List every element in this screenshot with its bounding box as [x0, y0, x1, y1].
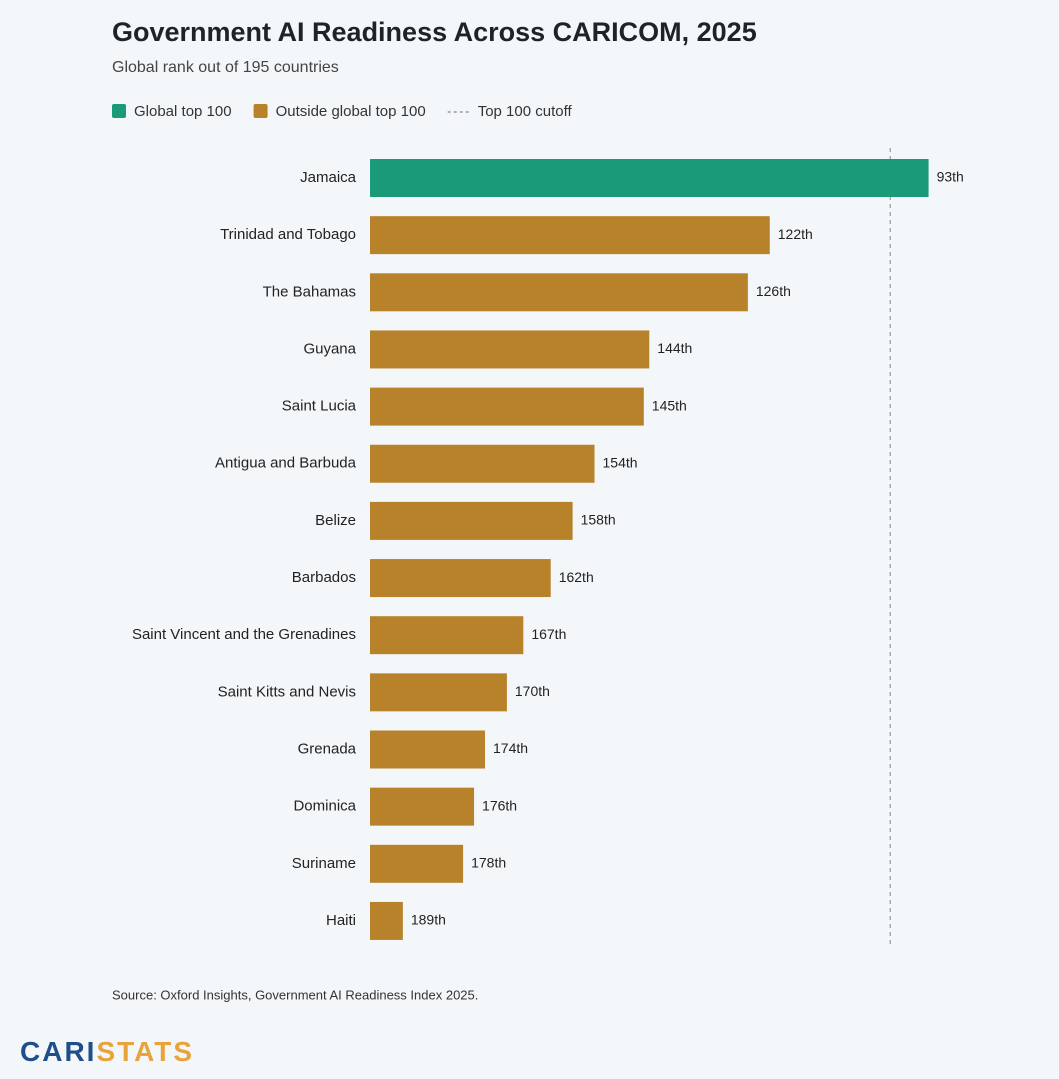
category-label: Grenada: [298, 740, 357, 757]
category-label: Dominica: [293, 798, 356, 815]
value-label: 174th: [493, 740, 528, 756]
legend-swatch: [253, 104, 268, 118]
category-label: Suriname: [292, 855, 356, 872]
value-label: 154th: [603, 454, 638, 470]
chart-title: Government AI Readiness Across CARICOM, …: [112, 17, 757, 47]
value-label: 126th: [756, 283, 791, 299]
value-label: 122th: [778, 226, 813, 242]
brand-part: CARI: [20, 1036, 96, 1067]
value-label: 162th: [559, 569, 594, 585]
value-label: 158th: [581, 512, 616, 528]
category-label: Guyana: [303, 340, 356, 357]
bar: [370, 444, 595, 483]
source: Source: Oxford Insights, Government AI R…: [112, 987, 478, 1002]
legend-label: Global top 100: [134, 103, 232, 120]
bar: [370, 559, 551, 598]
bar: [370, 216, 770, 255]
value-label: 189th: [411, 912, 446, 928]
bar: [370, 730, 485, 769]
bar: [370, 273, 748, 312]
bar: [370, 844, 464, 883]
chart-subtitle: Global rank out of 195 countries: [112, 59, 339, 76]
category-label: Belize: [315, 512, 356, 529]
category-label: Trinidad and Tobago: [220, 226, 356, 243]
value-label: 145th: [652, 397, 687, 413]
category-label: Saint Lucia: [282, 398, 357, 415]
bar: [370, 501, 573, 540]
bar: [370, 673, 507, 712]
category-label: The Bahamas: [263, 283, 356, 300]
category-label: Jamaica: [300, 169, 357, 186]
value-label: 167th: [531, 626, 566, 642]
brand-logo: CARISTATS: [20, 1036, 194, 1067]
brand-part: STATS: [96, 1036, 194, 1067]
value-label: 144th: [657, 340, 692, 356]
bar: [370, 387, 644, 426]
bar: [370, 330, 650, 369]
bar: [370, 787, 475, 826]
category-label: Saint Vincent and the Grenadines: [132, 626, 356, 643]
value-label: 176th: [482, 797, 517, 813]
category-label: Saint Kitts and Nevis: [218, 683, 356, 700]
legend-label: Outside global top 100: [276, 103, 426, 120]
category-label: Haiti: [326, 912, 356, 929]
category-label: Barbados: [292, 569, 356, 586]
value-label: 170th: [515, 683, 550, 699]
legend-label: Top 100 cutoff: [478, 103, 573, 120]
value-label: 93th: [937, 169, 964, 185]
category-label: Antigua and Barbuda: [215, 455, 357, 472]
legend-swatch: [112, 104, 126, 118]
bar: [370, 159, 929, 197]
bar: [370, 616, 524, 655]
value-label: 178th: [471, 855, 506, 871]
bar: [370, 901, 403, 940]
